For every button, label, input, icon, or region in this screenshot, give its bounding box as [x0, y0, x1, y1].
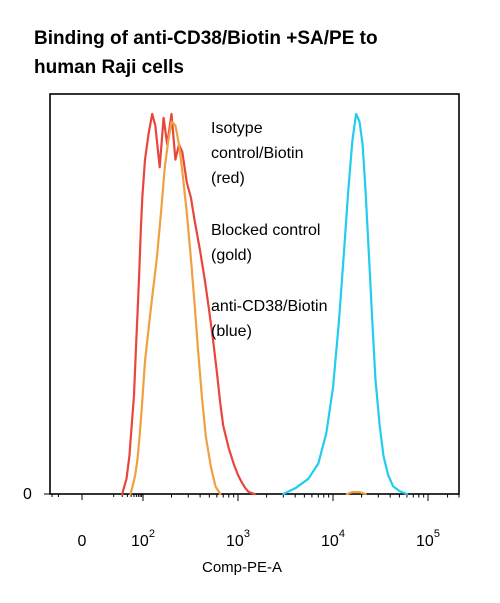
- y-tick-label-0: 0: [23, 486, 32, 503]
- series-line-4: [345, 491, 367, 496]
- x-axis-ticks: [44, 493, 460, 501]
- x-tick-label: 104: [321, 528, 345, 550]
- annotation-1: Isotype control/Biotin (red): [211, 120, 304, 187]
- x-tick-label: 102: [131, 528, 155, 550]
- chart-title-line-2: human Raji cells: [34, 57, 184, 78]
- chart-title-line-1: Binding of anti-CD38/Biotin +SA/PE to: [34, 28, 378, 49]
- x-tick-label: 0: [78, 533, 87, 550]
- annotation-line: control/Biotin: [211, 145, 304, 162]
- annotations: Isotype control/Biotin (red) Blocked contro…: [211, 120, 328, 340]
- annotation-2: Blocked control (gold): [211, 222, 320, 264]
- x-tick-labels: 0 102 103 104 105: [78, 528, 440, 550]
- x-tick-label: 105: [416, 528, 440, 550]
- annotation-line: (red): [211, 170, 245, 187]
- chart-title: Binding of anti-CD38/Biotin +SA/PE to hu…: [34, 24, 484, 82]
- annotation-line: Isotype: [211, 120, 263, 137]
- series-layer: [121, 112, 408, 496]
- annotation-line: anti-CD38/Biotin: [211, 298, 328, 315]
- annotation-3: anti-CD38/Biotin (blue): [211, 298, 328, 340]
- x-tick-label: 103: [226, 528, 250, 550]
- series-line-3: [282, 112, 408, 496]
- annotation-line: (blue): [211, 323, 252, 340]
- annotation-line: Blocked control: [211, 222, 320, 239]
- series-line-1: [121, 112, 256, 496]
- series-line-2: [129, 120, 222, 496]
- annotation-line: (gold): [211, 247, 252, 264]
- x-axis-label: Comp-PE-A: [202, 559, 282, 576]
